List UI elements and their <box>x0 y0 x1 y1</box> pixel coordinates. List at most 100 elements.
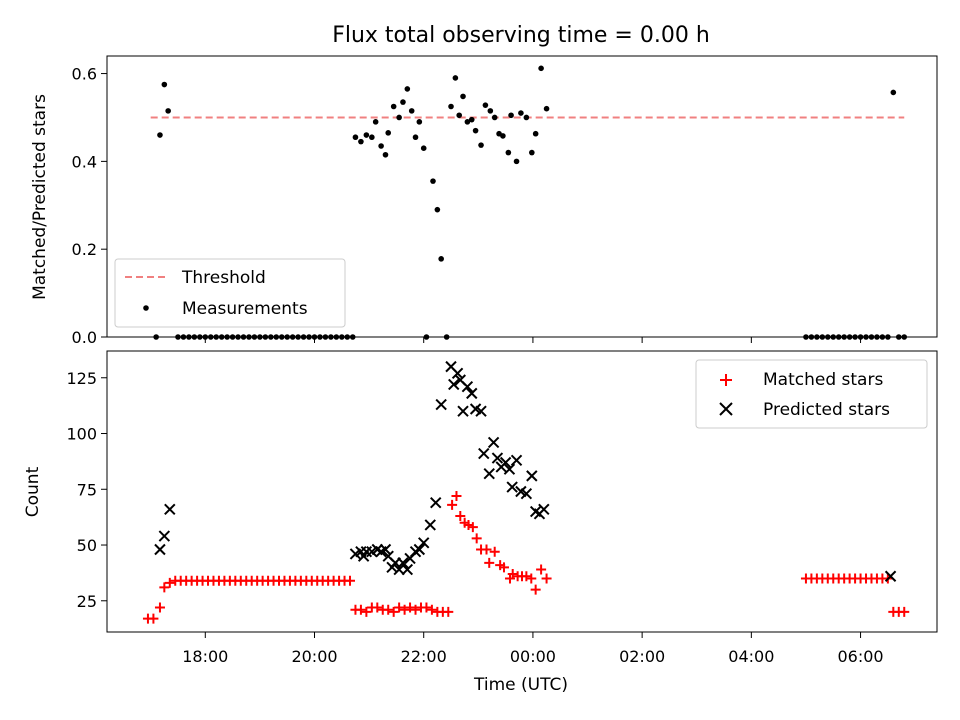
measurement-point <box>400 99 406 105</box>
predicted-star-point <box>538 503 550 516</box>
count-y-tick-label: 25 <box>77 592 97 611</box>
measurement-point <box>251 334 258 340</box>
measurement-point <box>268 334 274 340</box>
measurement-point <box>328 334 334 340</box>
matched-star-point <box>526 573 537 584</box>
measurement-point <box>349 334 356 340</box>
measurement-point <box>197 334 203 340</box>
measurement-point <box>317 334 323 340</box>
measurement-point <box>901 334 908 340</box>
predicted-star-point <box>397 557 409 569</box>
predicted-star-point <box>475 405 487 417</box>
matched-star-point <box>421 602 432 613</box>
measurement-point <box>396 114 402 121</box>
measurement-point <box>874 334 880 340</box>
measurement-point <box>186 334 192 340</box>
measurement-point <box>289 334 296 340</box>
matched-star-point <box>405 602 416 613</box>
measurement-point <box>278 334 285 340</box>
measurement-point <box>529 149 535 156</box>
matched-star-point <box>148 613 159 624</box>
measurement-point <box>513 158 520 165</box>
time-x-tick-label: 00:00 <box>510 647 556 666</box>
measurement-point <box>165 108 171 114</box>
measurements-series <box>153 65 908 340</box>
measurement-point <box>500 133 506 139</box>
measurement-point <box>191 334 198 340</box>
matched-star-point <box>463 519 474 530</box>
predicted-legend-label: Predicted stars <box>763 400 890 420</box>
predicted-star-point <box>393 563 405 576</box>
measurement-point <box>306 334 312 340</box>
measurement-point <box>443 334 450 340</box>
measurement-point <box>273 334 280 340</box>
ratio-legend: Threshold Measurements <box>114 258 346 328</box>
measurement-point <box>180 334 187 340</box>
count-legend-box <box>695 359 928 429</box>
matched-star-point <box>451 490 462 501</box>
measurement-point <box>841 334 847 340</box>
chart-title: Flux total observing time = 0.00 h <box>332 23 710 48</box>
matched-star-point <box>536 564 547 575</box>
count-y-tick-label: 100 <box>66 425 97 444</box>
measurement-point <box>202 334 209 340</box>
measurement-point <box>295 334 301 340</box>
matched-star-point <box>481 544 492 555</box>
matched-star-point <box>383 604 394 615</box>
measurement-point <box>157 132 163 138</box>
predicted-star-point <box>448 378 460 391</box>
measurement-point <box>538 65 544 72</box>
measurement-point <box>532 130 539 137</box>
measurement-point <box>852 334 858 340</box>
measurement-point <box>508 112 514 119</box>
measurement-point <box>824 334 831 340</box>
measurement-point <box>434 206 441 213</box>
measurement-point <box>835 334 842 340</box>
measurement-point <box>460 93 466 100</box>
predicted-star-point <box>430 496 442 509</box>
matched-star-point <box>164 577 175 588</box>
measurement-point <box>819 334 826 340</box>
measurement-point <box>369 134 375 141</box>
predicted-star-point <box>499 456 512 469</box>
predicted-star-point <box>487 436 500 449</box>
measurement-point <box>382 151 389 158</box>
measurement-point <box>868 334 875 340</box>
measurement-point <box>175 334 181 340</box>
count-panel: 25 50 75 100 125 18:00 20:00 22:00 00:00 02:00 04… <box>23 350 938 695</box>
ratio-y-tick-label: 0.4 <box>72 152 97 171</box>
time-x-tick-label: 02:00 <box>619 647 665 666</box>
predicted-star-point <box>491 452 504 464</box>
predicted-star-point <box>506 481 518 493</box>
measurement-point <box>207 334 214 340</box>
ratio-panel: 0.0 0.2 0.4 0.6 Matched/Predicted stars Thr… <box>30 55 938 347</box>
measurement-point <box>378 143 384 149</box>
matched-legend-label: Matched stars <box>763 370 883 390</box>
measurement-point <box>478 142 484 148</box>
measurement-point <box>505 149 512 156</box>
measurement-point <box>448 103 454 110</box>
measurement-point <box>491 114 498 121</box>
ratio-y-tick-label: 0.2 <box>72 240 97 259</box>
count-y-tick-label: 125 <box>66 369 97 388</box>
predicted-star-point <box>424 519 436 531</box>
matched-star-point <box>455 511 466 522</box>
measurement-point <box>352 134 359 141</box>
predicted-star-point <box>451 367 464 380</box>
measurement-point <box>412 134 419 141</box>
count-y-tick-label: 75 <box>77 480 97 499</box>
measurement-point <box>363 132 370 138</box>
count-plot-area <box>106 350 938 633</box>
matched-star-point <box>361 606 372 617</box>
predicted-star-point <box>158 530 171 542</box>
ratio-y-tick-label: 0.0 <box>72 328 97 347</box>
matched-star-point <box>498 562 509 573</box>
measurement-point <box>523 114 530 121</box>
measurement-point <box>452 75 459 81</box>
measurement-point <box>404 86 411 92</box>
measurement-point <box>246 334 252 340</box>
measurement-point <box>390 103 397 110</box>
measurement-point <box>229 334 236 340</box>
matched-star-point <box>541 573 552 584</box>
time-x-tick-label: 22:00 <box>401 647 447 666</box>
